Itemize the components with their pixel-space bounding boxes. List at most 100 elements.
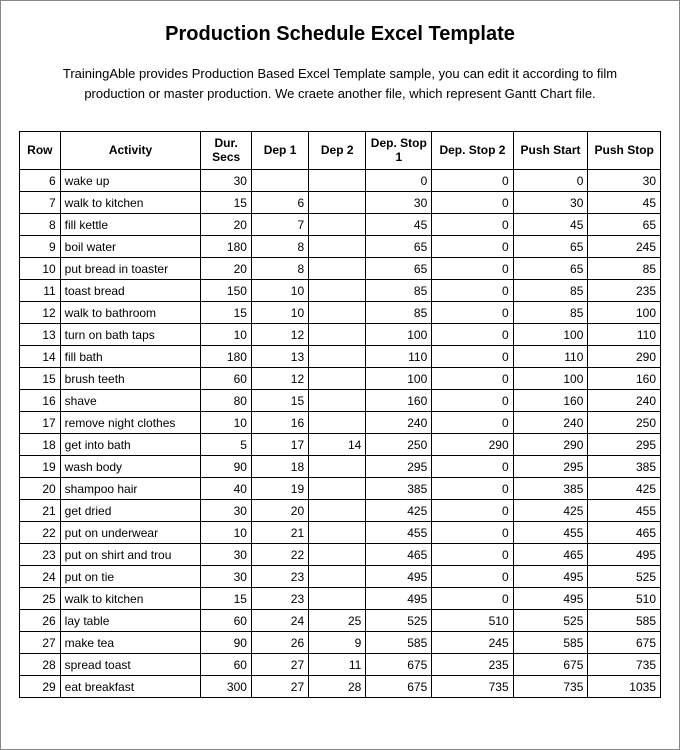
cell-dep1: 22 (251, 544, 308, 566)
page-subtitle: TrainingAble provides Production Based E… (41, 64, 639, 103)
table-row: 16shave80151600160240 (20, 390, 661, 412)
cell-dep1: 7 (251, 214, 308, 236)
cell-pushstop: 160 (588, 368, 661, 390)
cell-pushstop: 85 (588, 258, 661, 280)
cell-pushstop: 30 (588, 170, 661, 192)
cell-pushstop: 240 (588, 390, 661, 412)
cell-pushstop: 245 (588, 236, 661, 258)
table-row: 6wake up3000030 (20, 170, 661, 192)
cell-depstop2: 235 (432, 654, 513, 676)
cell-depstop2: 0 (432, 236, 513, 258)
table-row: 13turn on bath taps10121000100110 (20, 324, 661, 346)
cell-activity: shave (60, 390, 201, 412)
cell-activity: toast bread (60, 280, 201, 302)
cell-dur: 10 (201, 522, 252, 544)
table-row: 24put on tie30234950495525 (20, 566, 661, 588)
cell-row: 8 (20, 214, 61, 236)
cell-activity: put on shirt and trou (60, 544, 201, 566)
cell-dep1: 10 (251, 280, 308, 302)
cell-activity: shampoo hair (60, 478, 201, 500)
cell-pushstop: 735 (588, 654, 661, 676)
cell-depstop1: 675 (366, 676, 432, 698)
cell-pushstart: 585 (513, 632, 588, 654)
cell-pushstart: 85 (513, 280, 588, 302)
cell-activity: put on tie (60, 566, 201, 588)
document-page: Production Schedule Excel Template Train… (0, 0, 680, 750)
cell-pushstop: 295 (588, 434, 661, 456)
cell-depstop2: 0 (432, 258, 513, 280)
cell-row: 25 (20, 588, 61, 610)
cell-dep2: 25 (309, 610, 366, 632)
cell-dur: 80 (201, 390, 252, 412)
cell-pushstop: 1035 (588, 676, 661, 698)
cell-dur: 300 (201, 676, 252, 698)
cell-dep2 (309, 170, 366, 192)
cell-depstop1: 30 (366, 192, 432, 214)
cell-pushstop: 425 (588, 478, 661, 500)
cell-row: 14 (20, 346, 61, 368)
cell-depstop1: 425 (366, 500, 432, 522)
cell-dur: 150 (201, 280, 252, 302)
cell-pushstart: 85 (513, 302, 588, 324)
cell-pushstart: 65 (513, 258, 588, 280)
cell-row: 29 (20, 676, 61, 698)
table-row: 25walk to kitchen15234950495510 (20, 588, 661, 610)
column-header-depstop2: Dep. Stop 2 (432, 132, 513, 170)
cell-dep1: 8 (251, 258, 308, 280)
cell-activity: boil water (60, 236, 201, 258)
cell-dep1: 23 (251, 588, 308, 610)
cell-dep1: 27 (251, 654, 308, 676)
cell-dep2 (309, 236, 366, 258)
cell-dep2 (309, 522, 366, 544)
cell-depstop1: 495 (366, 566, 432, 588)
cell-activity: fill bath (60, 346, 201, 368)
cell-row: 15 (20, 368, 61, 390)
cell-depstop2: 0 (432, 588, 513, 610)
cell-activity: remove night clothes (60, 412, 201, 434)
cell-dep1: 26 (251, 632, 308, 654)
cell-depstop2: 0 (432, 390, 513, 412)
cell-dep2 (309, 258, 366, 280)
cell-depstop1: 585 (366, 632, 432, 654)
cell-activity: put bread in toaster (60, 258, 201, 280)
cell-depstop2: 0 (432, 566, 513, 588)
cell-dep1: 12 (251, 368, 308, 390)
cell-depstop1: 100 (366, 324, 432, 346)
cell-dep1: 16 (251, 412, 308, 434)
cell-depstop2: 735 (432, 676, 513, 698)
cell-depstop1: 455 (366, 522, 432, 544)
cell-depstop2: 0 (432, 368, 513, 390)
cell-depstop2: 290 (432, 434, 513, 456)
cell-dep2 (309, 412, 366, 434)
cell-dep1: 17 (251, 434, 308, 456)
cell-pushstop: 585 (588, 610, 661, 632)
column-header-depstop1: Dep. Stop 1 (366, 132, 432, 170)
cell-dur: 10 (201, 324, 252, 346)
cell-pushstart: 465 (513, 544, 588, 566)
cell-depstop2: 0 (432, 170, 513, 192)
cell-pushstop: 250 (588, 412, 661, 434)
cell-activity: fill kettle (60, 214, 201, 236)
cell-dur: 20 (201, 258, 252, 280)
cell-dur: 60 (201, 610, 252, 632)
cell-dep2 (309, 500, 366, 522)
cell-dep2 (309, 302, 366, 324)
cell-dep2 (309, 390, 366, 412)
cell-depstop1: 85 (366, 280, 432, 302)
cell-depstop2: 0 (432, 280, 513, 302)
cell-activity: walk to kitchen (60, 588, 201, 610)
cell-pushstart: 100 (513, 324, 588, 346)
table-row: 15brush teeth60121000100160 (20, 368, 661, 390)
cell-pushstop: 465 (588, 522, 661, 544)
cell-depstop1: 675 (366, 654, 432, 676)
cell-depstop2: 0 (432, 192, 513, 214)
cell-pushstop: 65 (588, 214, 661, 236)
cell-row: 16 (20, 390, 61, 412)
cell-depstop1: 160 (366, 390, 432, 412)
cell-dep1: 24 (251, 610, 308, 632)
cell-dur: 30 (201, 500, 252, 522)
cell-row: 20 (20, 478, 61, 500)
cell-dur: 10 (201, 412, 252, 434)
table-row: 21get dried30204250425455 (20, 500, 661, 522)
cell-activity: lay table (60, 610, 201, 632)
